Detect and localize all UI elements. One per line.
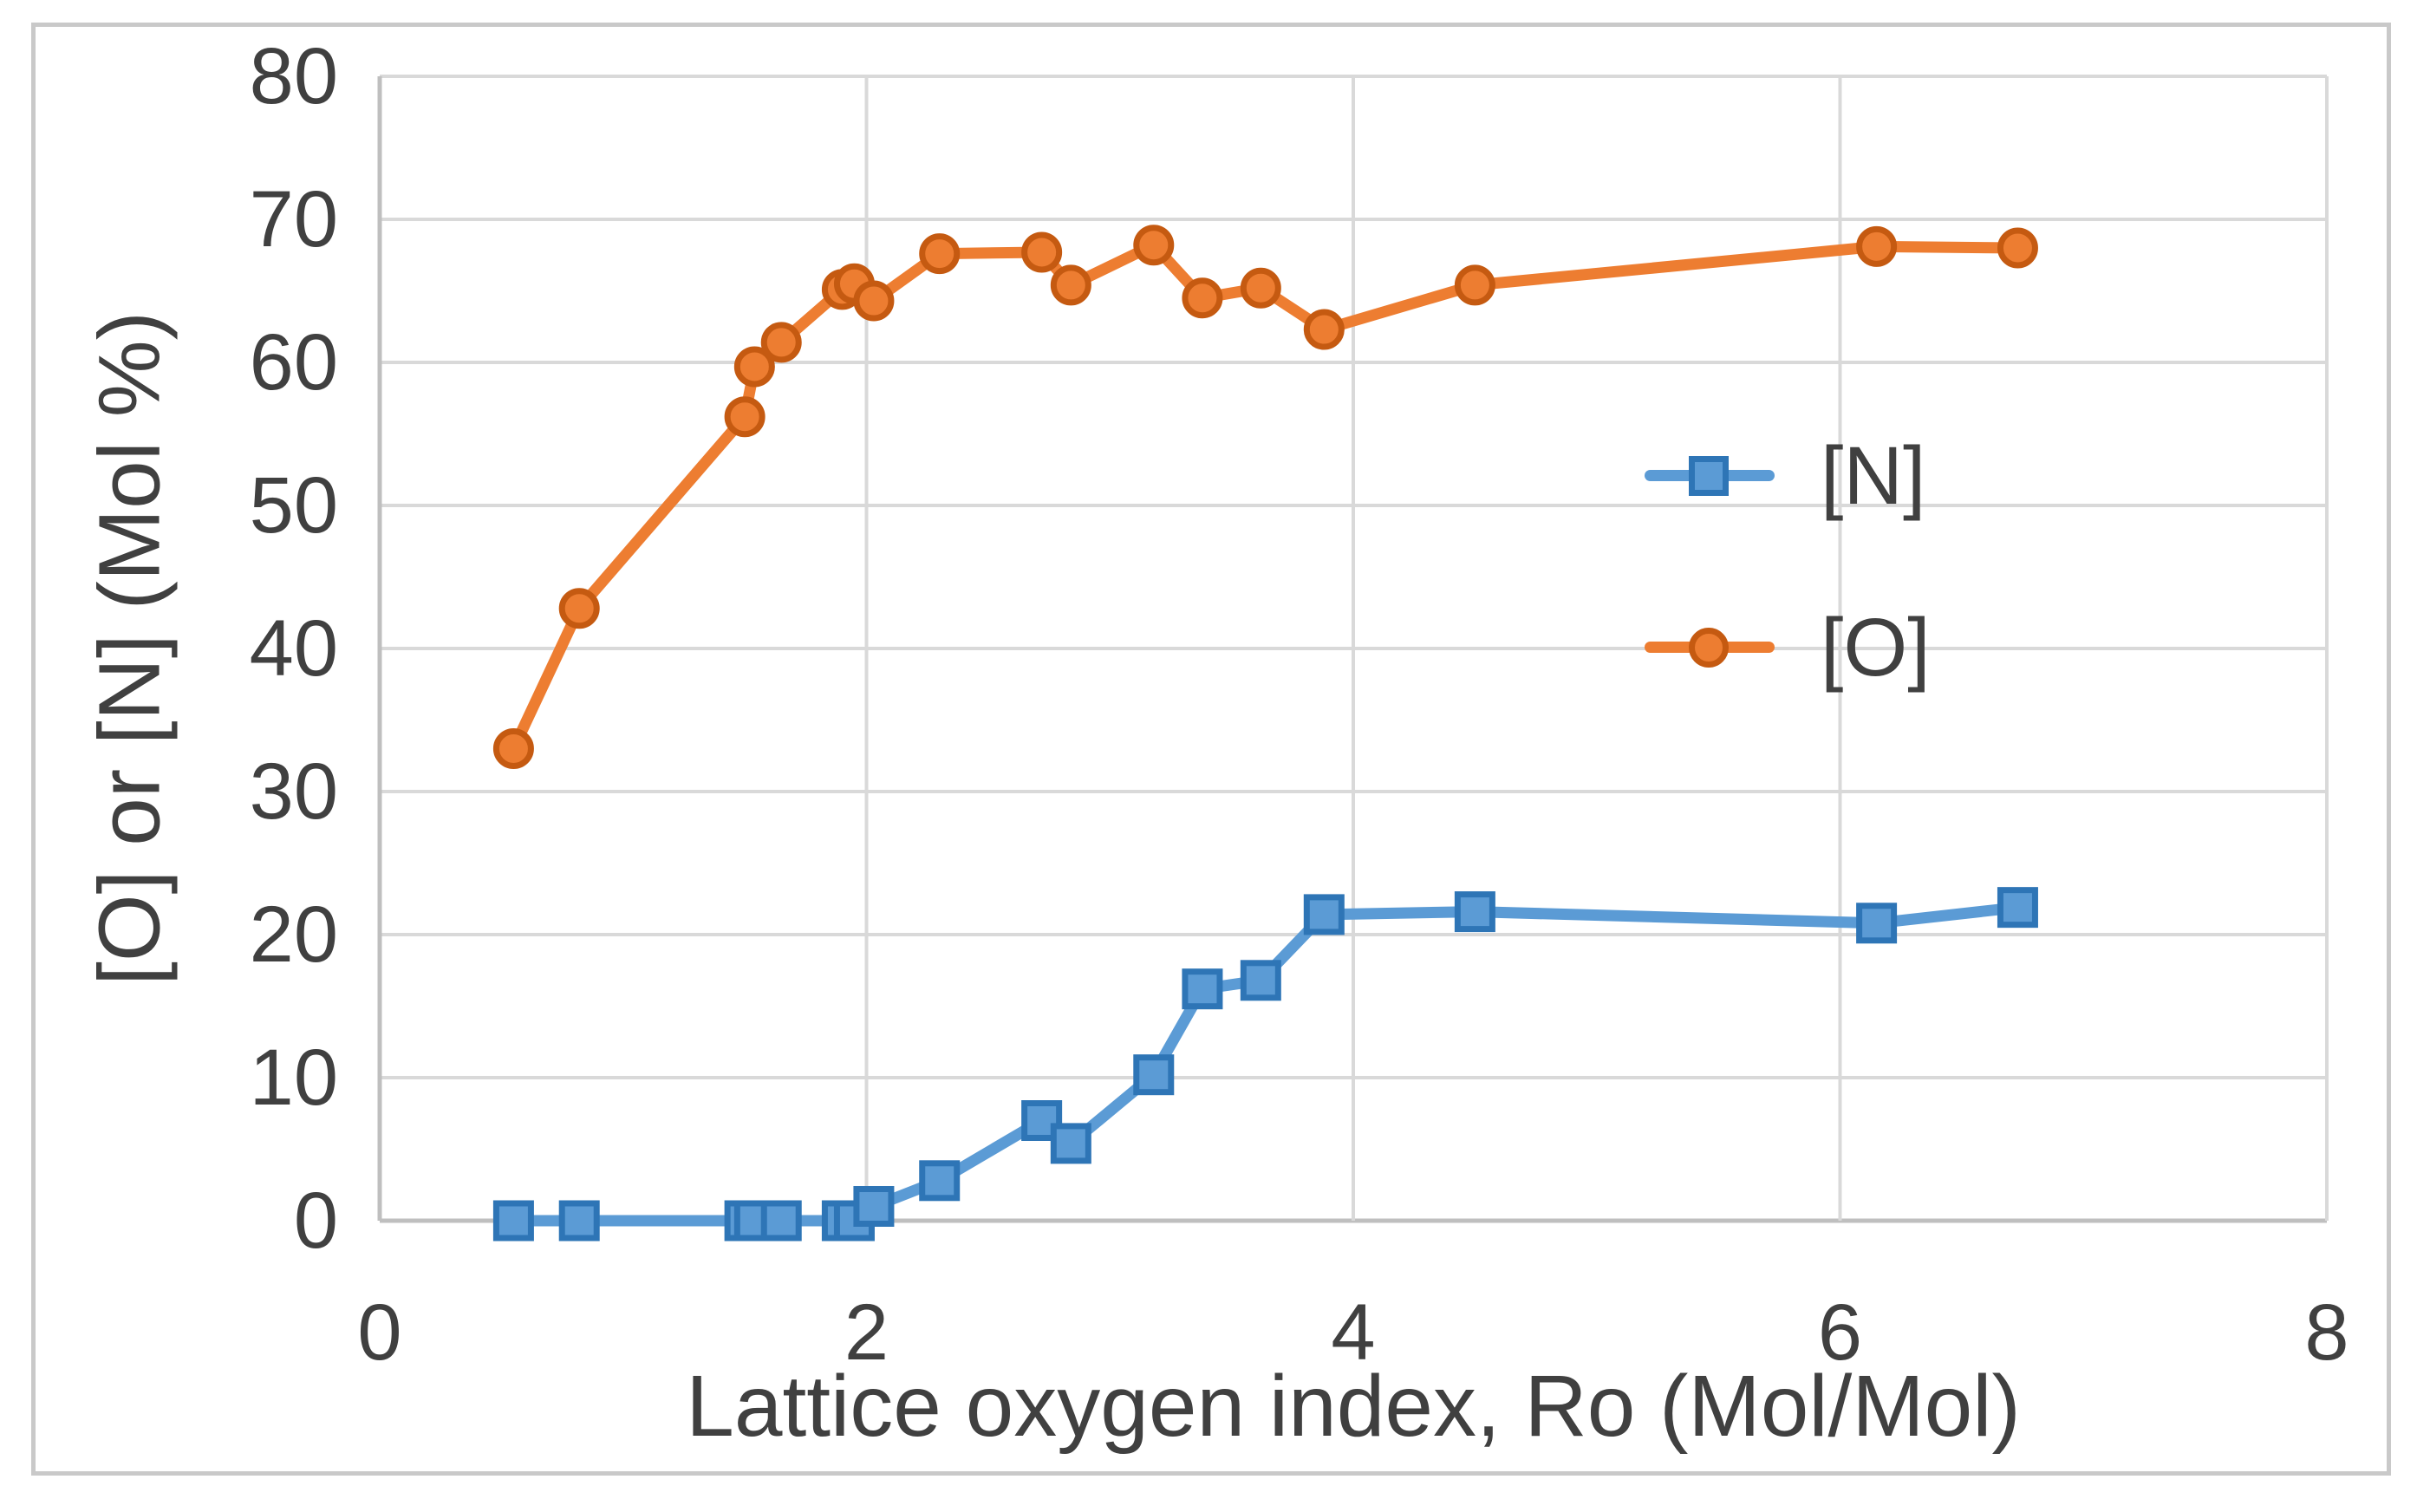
legend-label-o: [O] bbox=[1821, 602, 1931, 694]
y-tick-label: 40 bbox=[249, 604, 338, 693]
legend-square-marker-icon bbox=[1689, 456, 1729, 496]
y-tick-label: 70 bbox=[249, 175, 338, 264]
y-tick-label: 20 bbox=[249, 890, 338, 979]
series-n-square-marker bbox=[760, 1200, 802, 1242]
y-tick-label: 0 bbox=[293, 1176, 338, 1265]
x-tick-label: 2 bbox=[844, 1288, 889, 1377]
series-[O]-line bbox=[507, 239, 2023, 754]
series-n-square-marker bbox=[1133, 1054, 1175, 1096]
x-tick-label: 8 bbox=[2304, 1288, 2349, 1377]
series-o-circle-marker bbox=[1021, 231, 1063, 273]
x-tick-label: 6 bbox=[1817, 1288, 1863, 1377]
series-o-circle-marker bbox=[1856, 225, 1898, 267]
y-tick-label: 10 bbox=[249, 1033, 338, 1122]
series-n-square-marker bbox=[492, 1200, 534, 1242]
series-o-circle-marker bbox=[558, 588, 600, 629]
series-n-square-marker bbox=[1050, 1123, 1091, 1164]
series-n-square-marker bbox=[558, 1200, 600, 1242]
series-o-circle-marker bbox=[1454, 264, 1495, 306]
series-o-circle-marker bbox=[733, 346, 775, 388]
series-o-circle-marker bbox=[919, 233, 961, 275]
series-o-circle-marker bbox=[1303, 309, 1345, 350]
series-n-square-marker bbox=[1856, 903, 1898, 944]
x-tick-label: 0 bbox=[357, 1288, 402, 1377]
series-o-circle-marker bbox=[1182, 277, 1223, 319]
x-axis-title: Lattice oxygen index, Ro (Mol/Mol) bbox=[686, 1358, 2021, 1455]
series-n-square-marker bbox=[1454, 891, 1495, 933]
series-n-square-marker bbox=[1182, 968, 1223, 1010]
x-tick-label: 4 bbox=[1331, 1288, 1376, 1377]
series-o-circle-marker bbox=[492, 728, 534, 769]
y-tick-label: 80 bbox=[249, 32, 338, 121]
series-n-square-marker bbox=[1997, 887, 2038, 929]
chart-border-frame bbox=[31, 23, 2391, 1476]
legend-circle-marker-icon bbox=[1689, 628, 1729, 668]
series-o-circle-marker bbox=[760, 322, 802, 363]
series-o-circle-marker bbox=[1240, 267, 1281, 309]
series-n-square-marker bbox=[1303, 894, 1345, 935]
series-o-circle-marker bbox=[1997, 227, 2038, 269]
series-o-circle-marker bbox=[1050, 264, 1091, 306]
series-[N]-line bbox=[507, 902, 2023, 1227]
series-o-circle-marker bbox=[724, 396, 765, 438]
series-o-circle-marker bbox=[1133, 225, 1175, 266]
y-tick-label: 50 bbox=[249, 461, 338, 550]
series-n-square-marker bbox=[919, 1160, 961, 1202]
y-tick-label: 30 bbox=[249, 747, 338, 836]
legend-label-n: [N] bbox=[1821, 430, 1926, 522]
y-axis-title: [O] or [N] (Mol %) bbox=[81, 311, 179, 986]
y-tick-label: 60 bbox=[249, 318, 338, 407]
series-n-square-marker bbox=[1240, 960, 1281, 1001]
series-o-circle-marker bbox=[853, 280, 895, 322]
series-n-square-marker bbox=[853, 1186, 895, 1227]
